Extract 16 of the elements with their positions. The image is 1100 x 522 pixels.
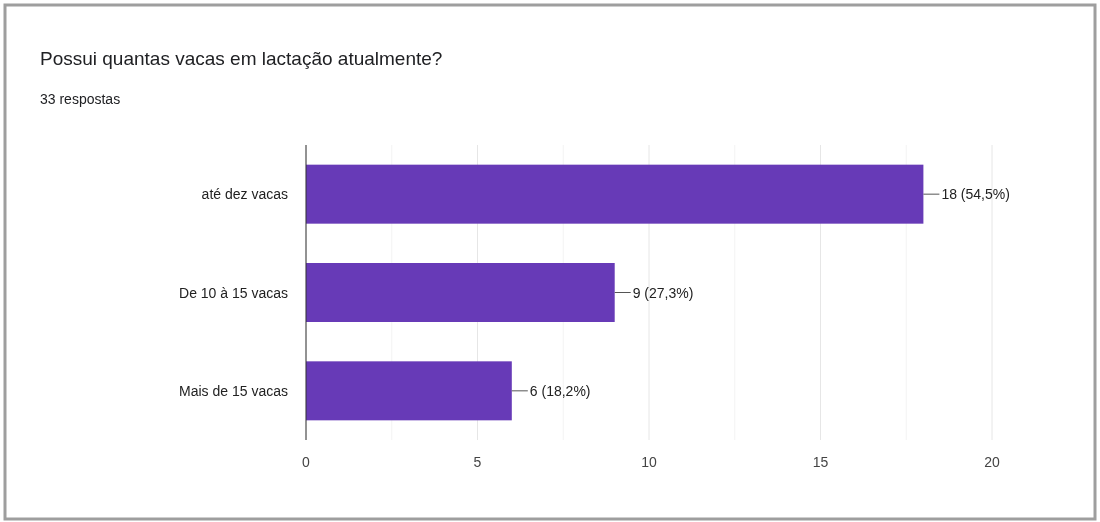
x-tick-label: 10 [641,454,657,470]
y-tick-label: Mais de 15 vacas [179,382,288,399]
x-tick-label: 15 [812,454,829,470]
y-tick-label: De 10 à 15 vacas [179,284,288,301]
data-label: 6 (18,2%) [529,382,591,399]
data-label: 9 (27,3%) [632,284,694,301]
x-tick-label: 20 [984,454,1000,470]
text: 33 respostas [40,91,121,107]
bar [306,263,615,322]
chart-title: Possui quantas vacas em lactação atualmente? [40,48,443,69]
bar [306,164,924,224]
bar [306,361,512,421]
x-tick-label: 0 [302,454,311,470]
y-tick-label: até dez vacas [201,186,288,203]
x-tick-label: 5 [473,454,482,470]
data-label: 18 (54,5%) [941,186,1010,203]
